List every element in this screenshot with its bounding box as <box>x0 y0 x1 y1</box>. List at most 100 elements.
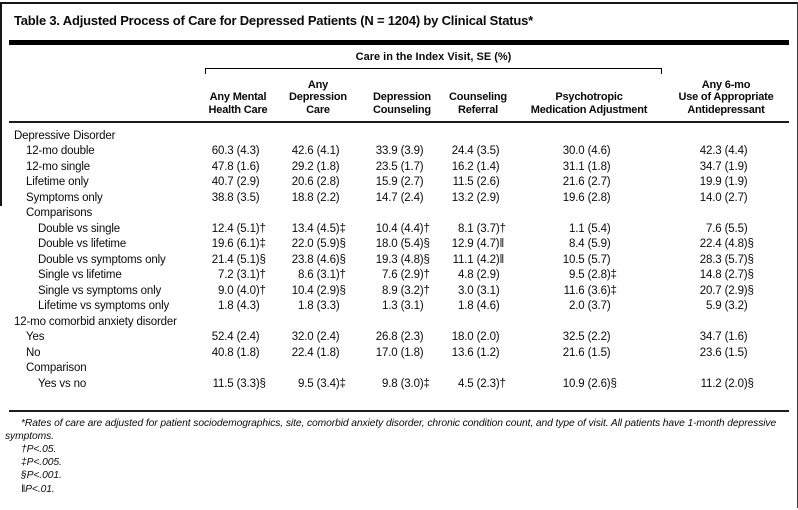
value-cell: 42.3 (4.4) <box>699 145 748 158</box>
value-cell: 1.8 (4.3) <box>218 300 260 313</box>
value-cell: 21.6 (1.5) <box>562 346 611 359</box>
value-cell: 7.6 (2.9) † <box>382 269 430 282</box>
row-label: Double vs lifetime <box>38 238 127 251</box>
row-label: Yes vs no <box>38 377 87 390</box>
value-cell: 23.5 (1.7) <box>375 160 424 173</box>
table-header: Care in the Index Visit, SE (%) Any Ment… <box>9 45 789 123</box>
footnote: ‡P<.005. <box>21 457 62 469</box>
column-header-stub <box>9 116 203 121</box>
value-cell: 22.4 (4.8) § <box>699 238 754 251</box>
footnote: †P<.05. <box>21 443 57 455</box>
row-label: No <box>26 346 41 359</box>
value-cell: 34.7 (1.9) <box>699 160 748 173</box>
row-label: Single vs lifetime <box>38 269 122 282</box>
table-row: Double vs symptoms only 21.4 (5.1) § 23.8 (… <box>9 252 789 268</box>
value-cell: 7.6 (5.5) <box>706 222 748 235</box>
value-cell: 1.8 (3.3) <box>298 300 340 313</box>
spanner-bracket <box>205 68 662 74</box>
value-cell: 10.5 (5.7) <box>562 253 611 266</box>
footnote: *Rates of care are adjusted for patient … <box>5 417 777 442</box>
row-label: Symptoms only <box>26 191 103 204</box>
row-label: 12-mo double <box>26 145 95 158</box>
value-cell: 13.6 (1.2) <box>451 346 500 359</box>
value-cell: 20.7 (2.9) § <box>699 284 754 297</box>
value-cell: 21.4 (5.1) § <box>211 253 266 266</box>
value-cell: 2.0 (3.7) <box>569 300 611 313</box>
value-cell: 17.0 (1.8) <box>375 346 424 359</box>
row-label: Single vs symptoms only <box>38 284 162 297</box>
table-row: Single vs lifetime 7.2 (3.1) † 8.6 (3.1) † 7.… <box>9 268 789 284</box>
value-cell: 30.0 (4.6) <box>562 145 611 158</box>
value-cell: 11.5 (3.3) § <box>212 377 266 390</box>
column-header: Any Depression Care <box>289 78 347 116</box>
value-cell: 8.6 (3.1) † <box>298 269 346 282</box>
table-section-row: 12-mo comorbid anxiety disorder <box>9 314 789 330</box>
column-header: Counseling Referral <box>449 91 507 116</box>
value-cell: 15.9 (2.7) <box>375 176 424 189</box>
row-label: Comparisons <box>26 207 93 220</box>
value-cell: 22.4 (1.8) <box>291 346 340 359</box>
value-cell: 60.3 (4.3) <box>211 145 260 158</box>
row-label: Depressive Disorder <box>14 129 116 142</box>
value-cell: 1.3 (3.1) <box>382 300 424 313</box>
column-headers: Any Mental Health Care Any Depression Care De… <box>9 73 789 121</box>
table-row: Double vs lifetime 19.6 (6.1) ‡ 22.0 (5.9) §… <box>9 237 789 253</box>
value-cell: 24.4 (3.5) <box>451 145 500 158</box>
value-cell: 40.7 (2.9) <box>211 176 260 189</box>
table-section-row: Comparisons <box>9 206 789 222</box>
value-cell: 8.1 (3.7) † <box>458 222 506 235</box>
table-row: Single vs symptoms only 9.0 (4.0) † 10.4 (2… <box>9 283 789 299</box>
value-cell: 10.4 (4.4) † <box>375 222 430 235</box>
value-cell: 7.2 (3.1) † <box>218 269 266 282</box>
value-cell: 29.2 (1.8) <box>291 160 340 173</box>
table-section-row: Depressive Disorder <box>9 128 789 144</box>
value-cell: 11.2 (2.0) § <box>700 377 754 390</box>
value-cell: 32.0 (2.4) <box>291 331 340 344</box>
table-row: Yes 52.4 (2.4) 32.0 (2.4) 26.8 (2.3) 18.0 (2… <box>9 330 789 346</box>
value-cell: 20.6 (2.8) <box>291 176 340 189</box>
value-cell: 9.0 (4.0) † <box>218 284 266 297</box>
left-border-line <box>0 2 2 206</box>
value-cell: 52.4 (2.4) <box>211 331 260 344</box>
value-cell: 11.5 (2.6) <box>452 176 500 189</box>
table-section-row: Comparison <box>9 361 789 377</box>
value-cell: 4.8 (2.9) <box>458 269 500 282</box>
value-cell: 40.8 (1.8) <box>211 346 260 359</box>
value-cell: 18.0 (5.4) § <box>375 238 430 251</box>
value-cell: 21.6 (2.7) <box>562 176 611 189</box>
value-cell: 19.6 (2.8) <box>562 191 611 204</box>
column-header: Depression Counseling <box>373 91 431 116</box>
value-cell: 3.0 (3.1) <box>458 284 500 297</box>
row-label: Yes <box>26 331 45 344</box>
spanner-label: Care in the Index Visit, SE (%) <box>355 51 512 63</box>
value-cell: 10.4 (2.9) § <box>291 284 346 297</box>
value-cell: 33.9 (3.9) <box>375 145 424 158</box>
value-cell: 16.2 (1.4) <box>451 160 500 173</box>
value-cell: 9.5 (2.8) ‡ <box>569 269 617 282</box>
column-header: Any Mental Health Care <box>208 91 268 116</box>
value-cell: 11.6 (3.6) ‡ <box>563 284 617 297</box>
top-thick-rule <box>9 40 789 45</box>
value-cell: 19.3 (4.8) § <box>375 253 430 266</box>
value-cell: 13.4 (4.5) ‡ <box>291 222 346 235</box>
value-cell: 22.0 (5.9) § <box>291 238 346 251</box>
table-title: Table 3. Adjusted Process of Care for De… <box>14 13 534 28</box>
table-row: 12-mo single 47.8 (1.6) 29.2 (1.8) 23.5 (1.… <box>9 159 789 175</box>
value-cell: 19.6 (6.1) ‡ <box>211 238 266 251</box>
column-header: Any 6-mo Use of Appropriate Antidepressant <box>678 78 774 116</box>
table-row: Double vs single 12.4 (5.1) † 13.4 (4.5) ‡ 10… <box>9 221 789 237</box>
value-cell: 26.8 (2.3) <box>375 331 424 344</box>
value-cell: 19.9 (1.9) <box>699 176 748 189</box>
footnote: §P<.001. <box>21 470 62 482</box>
value-cell: 5.9 (3.2) <box>706 300 748 313</box>
value-cell: 10.9 (2.6) § <box>562 377 617 390</box>
value-cell: 18.8 (2.2) <box>291 191 340 204</box>
value-cell: 32.5 (2.2) <box>562 331 611 344</box>
value-cell: 18.0 (2.0) <box>451 331 500 344</box>
value-cell: 14.7 (2.4) <box>375 191 424 204</box>
value-cell: 9.5 (3.4) ‡ <box>298 377 346 390</box>
top-border-line <box>0 2 798 4</box>
row-label: 12-mo single <box>26 160 91 173</box>
value-cell: 23.6 (1.5) <box>699 346 748 359</box>
